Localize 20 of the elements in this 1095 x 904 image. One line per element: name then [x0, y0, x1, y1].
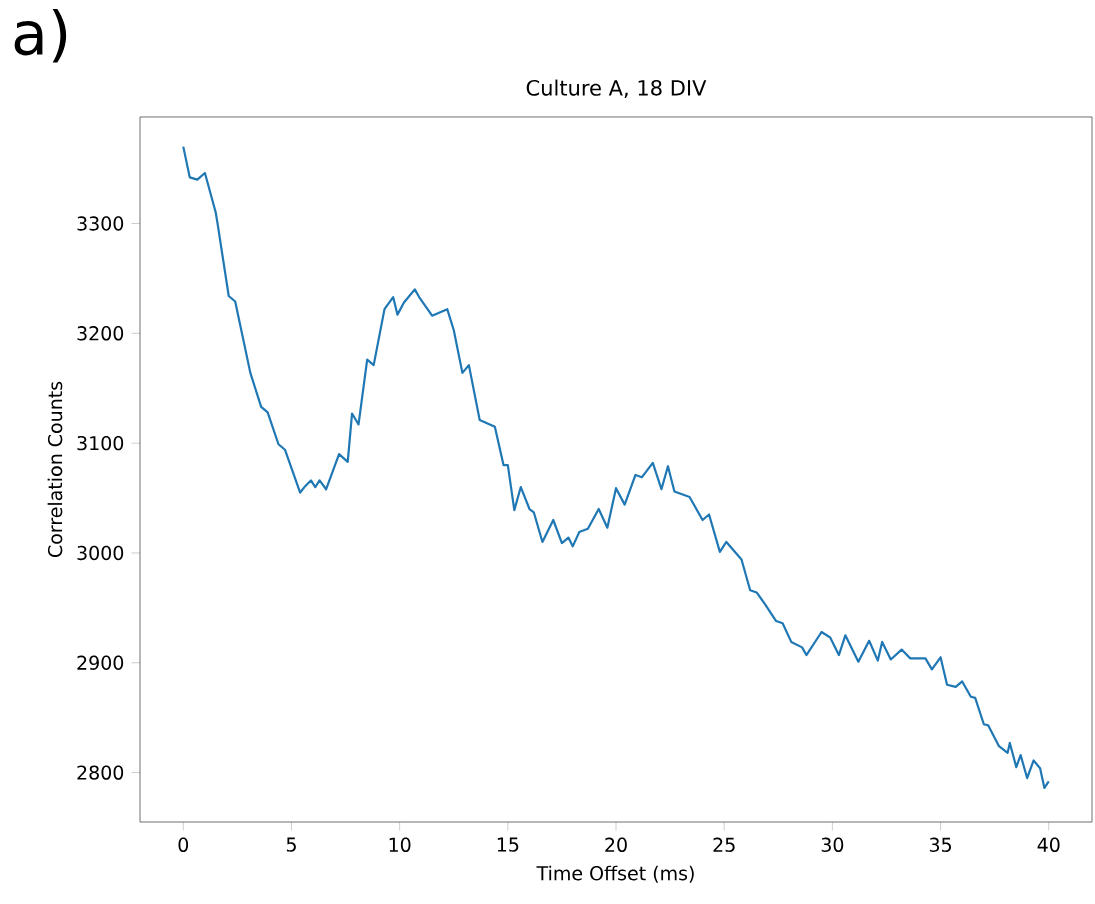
x-tick-label: 40: [1037, 837, 1060, 852]
x-tick-label: 30: [821, 837, 844, 852]
x-tick-label: 20: [605, 837, 627, 852]
y-tick-label: 2900: [77, 655, 124, 670]
x-tick-label: 35: [929, 837, 951, 852]
y-tick-label: 3300: [77, 216, 124, 231]
y-tick-label: 3000: [77, 545, 124, 561]
x-tick-label: 25: [713, 837, 735, 852]
y-axis-title: Correlation Counts: [47, 381, 63, 557]
x-tick-label: 0: [178, 837, 189, 852]
y-tick-label: 3100: [77, 435, 124, 451]
x-axis-title: Time Offset (ms): [536, 865, 694, 883]
line-series: [182, 145, 1050, 790]
y-tick-label: 2800: [77, 765, 124, 780]
x-tick-label: 10: [389, 837, 411, 852]
x-tick-label: 15: [497, 837, 519, 852]
text: a): [14, 9, 67, 63]
x-tick-label: 5: [286, 837, 296, 852]
y-tick-label: 3200: [77, 326, 124, 341]
chart-title: Culture A, 18 DIV: [526, 79, 707, 98]
